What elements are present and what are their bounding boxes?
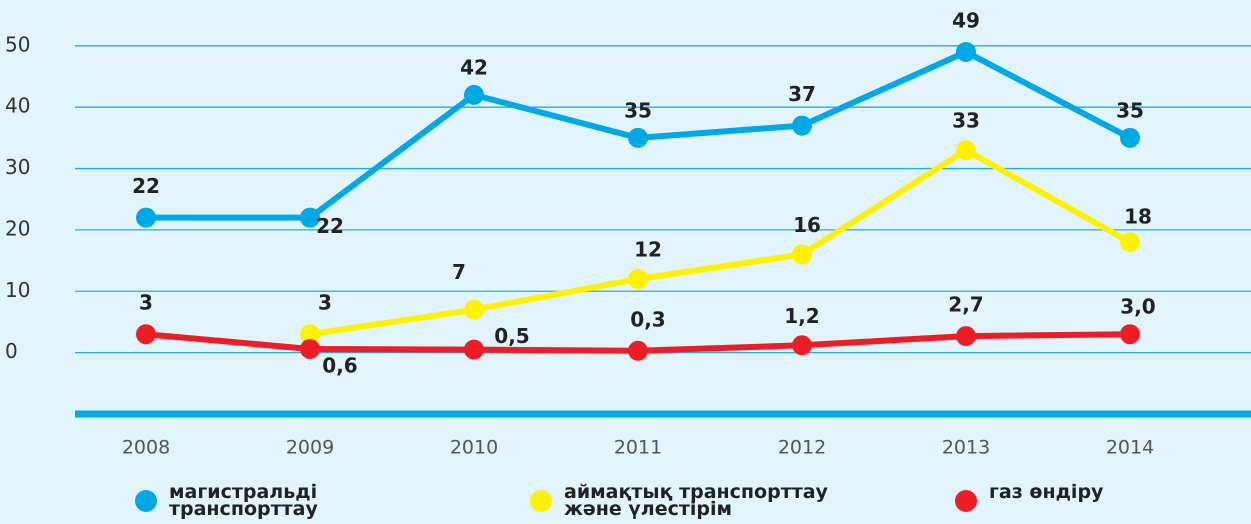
data-label: 18 — [1124, 205, 1152, 229]
data-label: 42 — [460, 55, 488, 79]
legend-swatch — [530, 490, 552, 512]
x-tick-label: 2010 — [450, 437, 498, 459]
legend-label: аймақтық транспорттау және үлестірім — [564, 481, 828, 520]
data-label: 33 — [952, 109, 980, 133]
legend-label: газ өндіру — [989, 481, 1104, 503]
y-tick-label: 10 — [5, 278, 30, 302]
data-point — [792, 115, 812, 136]
data-point — [464, 299, 484, 320]
data-label: 35 — [624, 98, 652, 122]
data-label: 7 — [452, 260, 466, 284]
data-point — [1120, 324, 1140, 345]
y-tick-label: 50 — [5, 32, 30, 56]
data-label: 22 — [316, 214, 344, 238]
legend-swatch — [955, 490, 977, 512]
legend-item: аймақтық транспорттау және үлестірім — [530, 481, 830, 520]
data-point — [300, 324, 320, 345]
data-label: 2,7 — [948, 293, 983, 317]
legend-swatch — [135, 490, 157, 512]
data-point — [956, 140, 976, 161]
data-label: 16 — [793, 213, 821, 237]
data-label: 3 — [139, 291, 153, 315]
x-tick-label: 2014 — [1106, 437, 1154, 459]
data-label: 49 — [952, 8, 980, 32]
legend-item: магистральді транспорттау — [135, 481, 435, 520]
data-label: 37 — [788, 82, 816, 106]
data-label: 35 — [1116, 98, 1144, 122]
x-tick-label: 2009 — [286, 437, 334, 459]
data-label: 22 — [132, 174, 160, 198]
data-point — [628, 340, 648, 361]
plot: 0 10 20 30 40 50 2008 2009 2010 2011 2012 2013 2014 2… — [5, 8, 1251, 459]
y-tick-label: 30 — [5, 155, 30, 179]
data-point — [300, 207, 320, 228]
data-point — [956, 326, 976, 347]
data-point — [792, 335, 812, 356]
data-point — [956, 41, 976, 62]
data-point — [300, 338, 320, 359]
data-point — [136, 324, 156, 345]
data-label: 1,2 — [784, 304, 819, 328]
x-tick-label: 2012 — [778, 437, 826, 459]
data-label: 0,3 — [630, 307, 665, 331]
data-point — [1120, 127, 1140, 148]
data-label: 3,0 — [1120, 295, 1155, 319]
data-point — [628, 269, 648, 289]
data-label: 12 — [634, 238, 662, 262]
y-tick-label: 40 — [5, 94, 30, 118]
y-tick-label: 20 — [5, 216, 30, 240]
legend-item: газ өндіру — [955, 481, 1155, 512]
series-line — [309, 147, 1132, 338]
data-label: 0,6 — [322, 353, 357, 377]
data-point — [464, 84, 484, 105]
legend-label: магистральді транспорттау — [169, 481, 318, 520]
x-tick-label: 2008 — [122, 437, 170, 459]
data-point — [136, 207, 156, 228]
data-point — [1120, 232, 1140, 253]
data-label: 3 — [318, 291, 332, 315]
data-point — [792, 244, 812, 265]
data-point — [464, 339, 484, 360]
data-point — [628, 127, 648, 148]
data-label: 0,5 — [494, 324, 529, 348]
x-tick-label: 2011 — [614, 437, 662, 459]
y-tick-label: 0 — [5, 339, 18, 363]
x-tick-label: 2013 — [942, 437, 990, 459]
